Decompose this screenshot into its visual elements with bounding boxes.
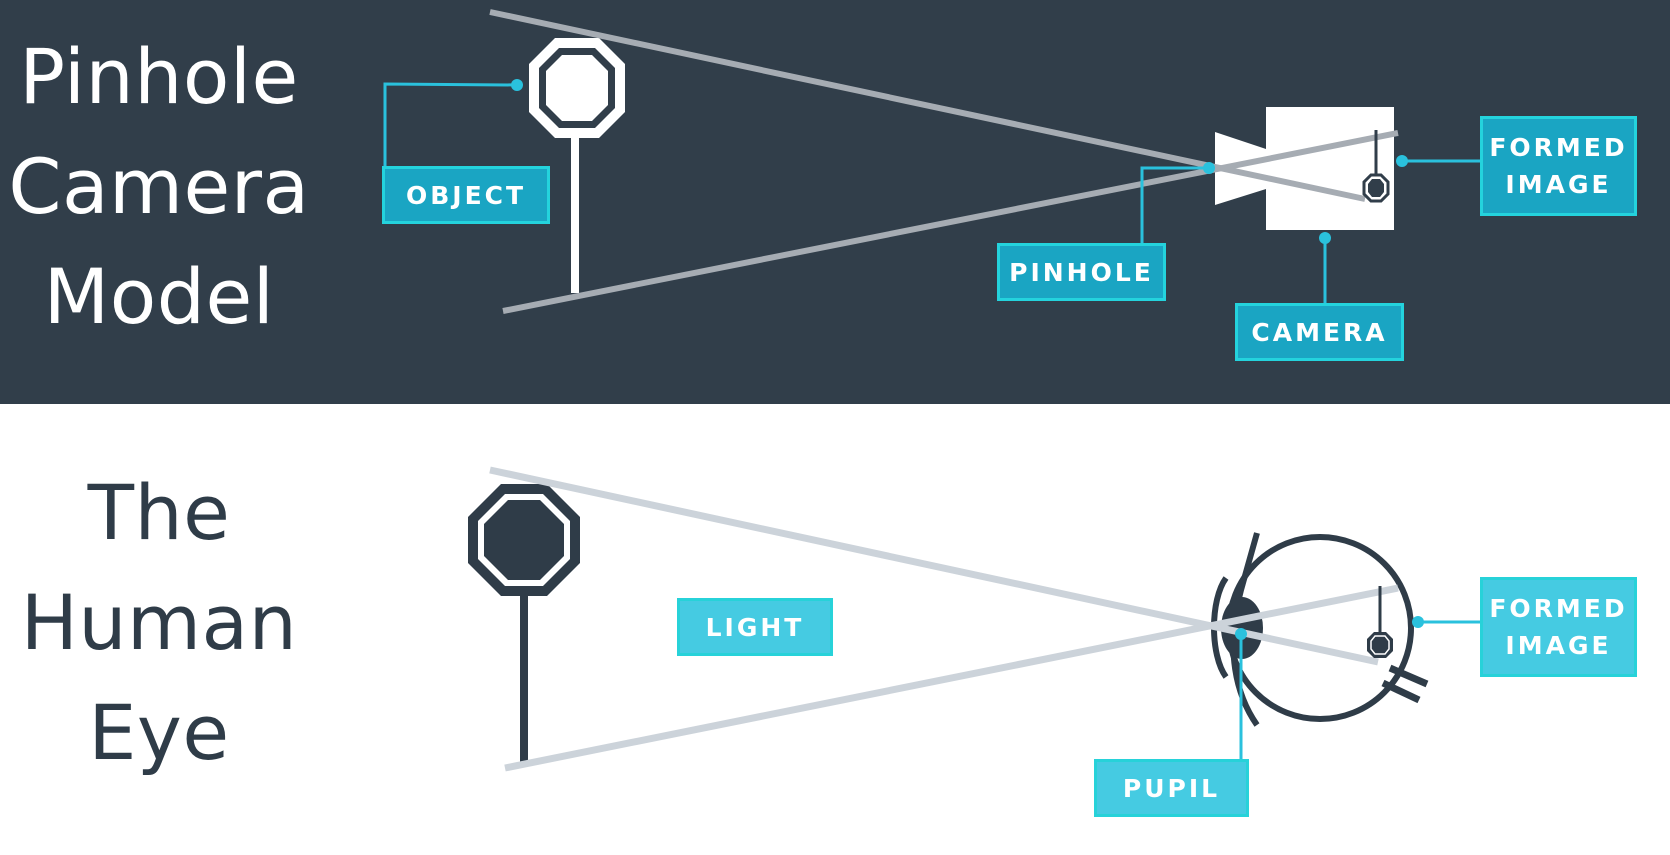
- title-line: The: [87, 468, 231, 557]
- leader-lines-bottom: [1239, 620, 1481, 761]
- eye-icon: [1211, 532, 1429, 727]
- formed-image-label-line: FORMED: [1489, 133, 1628, 162]
- formed-image-label: FORMED IMAGE: [1480, 577, 1637, 677]
- stop-sign-icon: [529, 38, 625, 293]
- light-label-text: LIGHT: [705, 612, 805, 642]
- stop-sign-icon: [468, 484, 580, 764]
- pupil-label-text: PUPIL: [1122, 773, 1221, 803]
- camera-label-text: CAMERA: [1251, 317, 1388, 347]
- leader-lines-top: [383, 82, 1481, 305]
- pupil-label: PUPIL: [1094, 759, 1249, 817]
- light-label: LIGHT: [677, 598, 833, 656]
- pinhole-camera-title: Pinhole Camera Model: [0, 22, 318, 352]
- formed-image-icon: [1367, 586, 1393, 658]
- light-ray-top: [489, 466, 1379, 666]
- formed-image-label: FORMED IMAGE: [1480, 116, 1637, 216]
- leader-dots-top: [511, 79, 1408, 244]
- formed-image-label-line: FORMED: [1489, 594, 1628, 623]
- eye-diagram: [468, 466, 1481, 772]
- pinhole-diagram: [383, 9, 1481, 314]
- light-ray-bottom: [502, 130, 1399, 314]
- title-line: Pinhole: [19, 32, 299, 121]
- pinhole-label: PINHOLE: [997, 243, 1166, 301]
- title-line: Eye: [88, 688, 230, 777]
- title-line: Model: [43, 252, 275, 341]
- object-label-text: OBJECT: [405, 180, 527, 210]
- leader-dots-bottom: [1235, 616, 1424, 640]
- camera-icon: [1215, 107, 1394, 230]
- title-line: Human: [20, 578, 298, 667]
- human-eye-title: The Human Eye: [0, 458, 318, 788]
- title-line: Camera: [8, 142, 310, 231]
- formed-image-icon: [1362, 130, 1390, 203]
- formed-image-label-line: IMAGE: [1505, 170, 1612, 199]
- light-ray-bottom: [504, 584, 1399, 772]
- human-eye-panel: [0, 404, 1670, 855]
- object-label: OBJECT: [382, 166, 550, 224]
- camera-label: CAMERA: [1235, 303, 1404, 361]
- formed-image-label-line: IMAGE: [1505, 631, 1612, 660]
- pinhole-label-text: PINHOLE: [1009, 257, 1154, 287]
